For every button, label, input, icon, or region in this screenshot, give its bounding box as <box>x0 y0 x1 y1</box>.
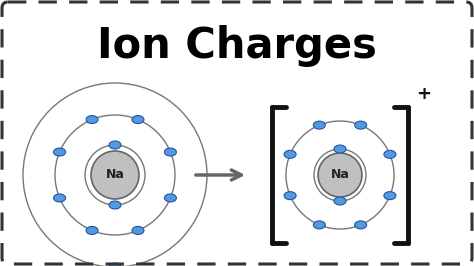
Ellipse shape <box>132 226 144 234</box>
Ellipse shape <box>54 148 65 156</box>
Ellipse shape <box>284 192 296 200</box>
Ellipse shape <box>384 150 396 158</box>
Ellipse shape <box>164 194 176 202</box>
Ellipse shape <box>86 115 98 124</box>
Ellipse shape <box>54 194 65 202</box>
Ellipse shape <box>164 148 176 156</box>
Ellipse shape <box>355 121 367 129</box>
Ellipse shape <box>384 192 396 200</box>
Ellipse shape <box>132 115 144 124</box>
Text: Ion Charges: Ion Charges <box>97 25 377 67</box>
Ellipse shape <box>313 121 325 129</box>
Text: Na: Na <box>106 168 125 181</box>
Ellipse shape <box>109 141 121 149</box>
Circle shape <box>318 153 362 197</box>
Text: +: + <box>416 85 431 103</box>
Ellipse shape <box>284 150 296 158</box>
Text: Na: Na <box>330 168 349 181</box>
FancyArrowPatch shape <box>196 170 241 180</box>
Ellipse shape <box>334 145 346 153</box>
Ellipse shape <box>355 221 367 229</box>
Ellipse shape <box>334 197 346 205</box>
Ellipse shape <box>86 226 98 234</box>
Ellipse shape <box>313 221 325 229</box>
Ellipse shape <box>109 263 121 266</box>
Circle shape <box>91 151 139 199</box>
Ellipse shape <box>109 201 121 209</box>
